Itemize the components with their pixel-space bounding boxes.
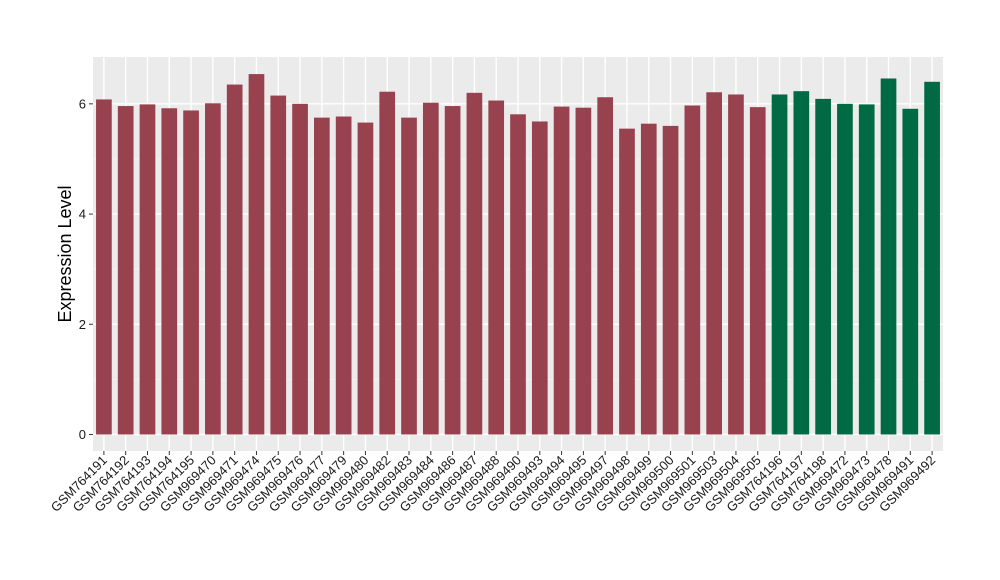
bar-GSM969471 <box>226 84 243 435</box>
bar-GSM969500 <box>662 125 679 435</box>
bar-GSM764196 <box>771 94 788 435</box>
bar-GSM764193 <box>139 104 156 435</box>
bar-GSM969497 <box>597 97 614 435</box>
bar-GSM969505 <box>749 107 766 435</box>
x-axis: GSM764191GSM764192GSM764193GSM764194GSM7… <box>48 451 938 515</box>
bar-GSM764192 <box>117 106 134 435</box>
y-axis: 0 2 4 6 <box>79 96 93 442</box>
bar-GSM764195 <box>183 110 199 435</box>
bar-GSM764191 <box>96 99 112 435</box>
bar-GSM969474 <box>248 74 265 435</box>
bar-GSM969472 <box>837 103 853 435</box>
bar-GSM969487 <box>466 92 483 435</box>
bar-GSM969488 <box>488 100 505 435</box>
y-tick-label: 2 <box>79 317 86 332</box>
bar-GSM969475 <box>270 95 287 435</box>
y-tick-label: 6 <box>79 96 86 111</box>
bar-GSM969478 <box>880 78 897 435</box>
bar-GSM764194 <box>161 108 178 435</box>
bar-GSM764198 <box>815 98 831 435</box>
bar-GSM969503 <box>706 92 722 435</box>
bar-GSM969499 <box>640 123 657 435</box>
bar-GSM969494 <box>553 106 570 435</box>
bar-GSM969490 <box>510 114 526 435</box>
bar-GSM969493 <box>531 121 548 435</box>
y-tick-label: 0 <box>79 427 86 442</box>
y-axis-title: Expression Level <box>55 185 75 322</box>
bar-GSM764197 <box>793 91 810 435</box>
bar-GSM969480 <box>357 122 374 435</box>
bar-GSM969476 <box>292 103 308 435</box>
bar-GSM969477 <box>314 117 330 435</box>
bar-GSM969479 <box>335 116 352 435</box>
bar-GSM969482 <box>379 91 396 435</box>
bar-GSM969501 <box>684 105 701 435</box>
bar-GSM969504 <box>728 94 744 435</box>
bar-GSM969483 <box>401 117 417 435</box>
bars <box>96 74 940 435</box>
bar-GSM969491 <box>902 108 919 435</box>
bar-GSM969484 <box>422 102 439 435</box>
bar-GSM969470 <box>205 103 221 435</box>
y-tick-label: 4 <box>79 207 86 222</box>
bar-GSM969492 <box>924 81 940 435</box>
bar-GSM969473 <box>858 104 875 435</box>
bar-GSM969498 <box>619 128 635 435</box>
bar-GSM969495 <box>575 107 592 435</box>
bar-GSM969486 <box>444 106 461 435</box>
